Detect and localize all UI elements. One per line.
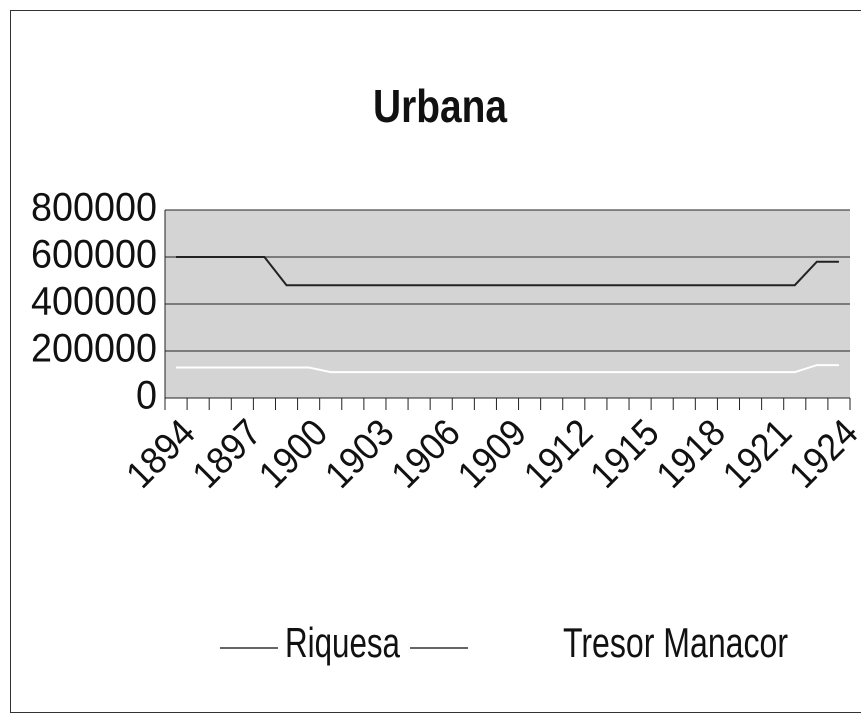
- y-tick-label: 800000: [31, 186, 157, 230]
- chart-title: Urbana: [373, 80, 507, 132]
- y-tick-label: 0: [136, 374, 157, 418]
- y-tick-label: 200000: [31, 327, 157, 371]
- y-tick-label: 600000: [31, 233, 157, 277]
- legend-label: Tresor Manacor: [563, 619, 788, 666]
- line-series: [176, 256, 839, 287]
- legend-label: Riquesa: [285, 619, 400, 666]
- y-tick-label: 400000: [31, 280, 157, 324]
- line-series: [176, 364, 839, 374]
